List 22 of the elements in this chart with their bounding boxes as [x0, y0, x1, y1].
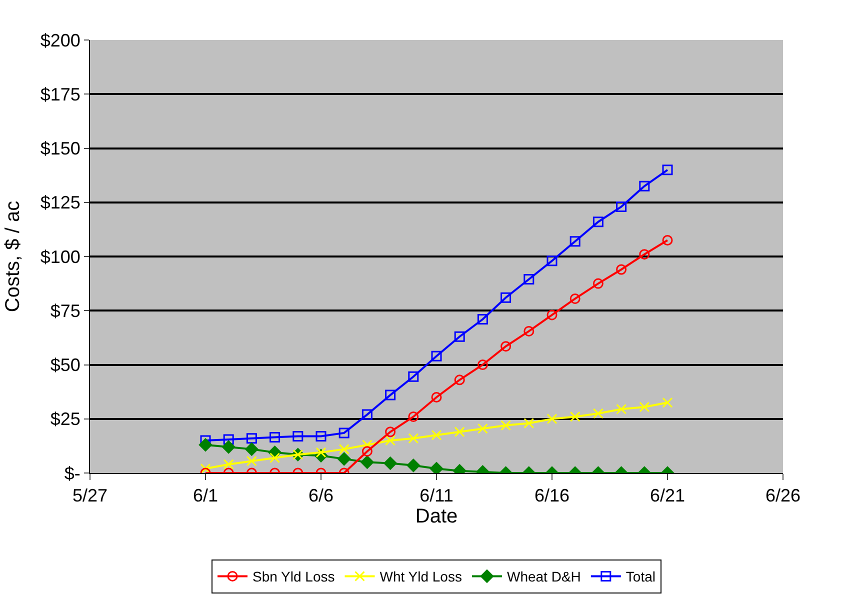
y-tick-label: $25	[50, 409, 80, 430]
x-tick-label: 6/21	[650, 486, 686, 506]
y-tick-label: $100	[40, 246, 80, 267]
y-tick-label: $75	[50, 300, 80, 321]
legend-label: Wht Yld Loss	[380, 568, 462, 585]
x-tick-label: 6/16	[534, 486, 570, 506]
y-tick-label: $175	[40, 84, 80, 104]
x-tick-label: 6/6	[308, 486, 334, 506]
y-tick-label: $125	[40, 192, 80, 213]
x-tick-label: 6/26	[765, 486, 801, 506]
x-tick-label: 6/11	[420, 486, 454, 506]
x-tick-label: 6/1	[192, 486, 218, 506]
y-axis-title: Costs, $ / ac	[2, 200, 24, 312]
x-axis-title: Date	[415, 506, 458, 528]
y-tick-label: $150	[40, 138, 80, 159]
y-tick-label: $200	[40, 30, 80, 50]
legend-label: Wheat D&H	[506, 568, 581, 585]
y-tick-label: $50	[50, 355, 80, 376]
legend-label: Total	[626, 568, 656, 585]
y-tick-label: $-	[64, 463, 80, 484]
x-tick-label: 5/27	[72, 486, 108, 506]
legend-label: Sbn Yld Loss	[252, 568, 335, 585]
